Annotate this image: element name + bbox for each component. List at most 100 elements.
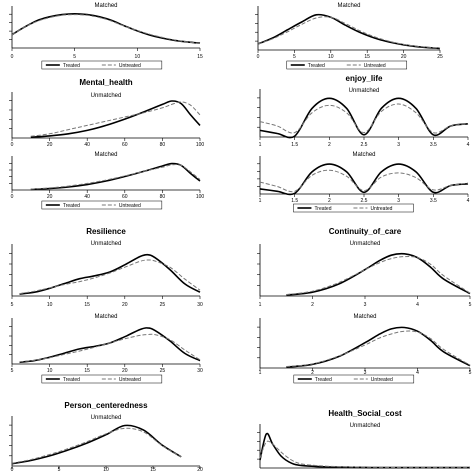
x-tick-label: 5 — [58, 467, 61, 473]
panel-subtitle: Matched — [94, 314, 117, 320]
series-line-untreated — [30, 101, 201, 137]
panel-mental-health-matched: Matched 0 20 40 60 80 100 Treated Untreated — [9, 152, 205, 210]
legend: Treated Untreated — [293, 374, 415, 384]
series-line-treated — [286, 326, 471, 368]
x-tick-label: 20 — [47, 194, 53, 200]
x-tick-label: 0 — [257, 54, 260, 60]
panel-title: Person_centeredness — [64, 401, 148, 410]
x-tick-label: 0 — [11, 194, 14, 200]
legend-label-untreated: Untreated — [364, 63, 386, 69]
series-line-untreated — [30, 164, 201, 190]
x-tick-label: 3 — [364, 302, 367, 308]
legend: Treated Untreated — [41, 374, 163, 384]
x-tick-label: 60 — [122, 194, 128, 200]
x-tick-label: 2 — [311, 370, 314, 376]
x-tick-label: 0 — [11, 142, 14, 148]
x-tick-label: 1 — [259, 302, 262, 308]
x-tick-label: 2 — [328, 142, 331, 148]
x-tick-label: 20 — [47, 142, 53, 148]
x-tick-label: 80 — [160, 142, 166, 148]
series-line-treated — [259, 163, 469, 196]
x-tick-label: 20 — [197, 467, 203, 473]
panel-continuity-of-care-matched: Matched 1 2 3 4 5 Treated Untreated — [257, 314, 472, 384]
x-tick-label: 5 — [293, 54, 296, 60]
x-tick-label: 5 — [11, 302, 14, 308]
x-tick-label: 5 — [469, 302, 472, 308]
panel-subtitle: Unmatched — [350, 423, 381, 429]
panel-subtitle: Matched — [94, 3, 117, 9]
x-tick-label: 4 — [416, 370, 419, 376]
x-tick-label: 20 — [122, 368, 128, 374]
series-line-untreated — [19, 333, 201, 363]
series-line-treated — [286, 252, 471, 296]
panel-title: Mental_health — [79, 78, 132, 87]
panel-subtitle: Unmatched — [91, 415, 122, 421]
panel-enjoy-life-matched: Matched 1 1.5 2 2.5 3 3.5 4 Treated Untreated — [257, 152, 470, 213]
x-tick-label: 3.5 — [430, 198, 437, 204]
panel-subtitle: Unmatched — [349, 88, 380, 94]
panel-resilience-unmatched: Resilience Unmatched 5 10 15 20 25 30 — [9, 227, 203, 308]
legend-label-treated: Treated — [314, 206, 331, 212]
panel-subtitle: Unmatched — [91, 93, 122, 99]
x-tick-label: 60 — [122, 142, 128, 148]
series-line-untreated — [11, 14, 201, 44]
x-tick-label: 1.5 — [291, 198, 298, 204]
panel-subtitle: Unmatched — [91, 241, 122, 247]
legend: Treated Untreated — [41, 60, 163, 70]
x-tick-label: 0 — [11, 54, 14, 60]
x-tick-label: 3 — [397, 198, 400, 204]
panel-mental-health-unmatched: Mental_health Unmatched 0 20 40 60 80 100 — [9, 78, 204, 148]
series-line-untreated — [19, 259, 201, 295]
panel-title: Continuity_of_care — [329, 227, 402, 236]
panel-health-social-cost-unmatched: Health_Social_cost Unmatched — [257, 409, 470, 469]
series-line-treated — [11, 424, 182, 465]
series-line-untreated — [259, 440, 470, 469]
series-line-treated — [30, 100, 201, 138]
x-tick-label: 4 — [467, 142, 470, 148]
x-tick-label: 2.5 — [361, 142, 368, 148]
x-tick-label: 15 — [84, 368, 90, 374]
x-tick-label: 40 — [84, 194, 90, 200]
x-tick-label: 5 — [469, 370, 472, 376]
x-tick-label: 15 — [150, 467, 156, 473]
legend: Treated Untreated — [41, 200, 163, 210]
series-line-untreated — [259, 169, 469, 193]
legend-label-untreated: Untreated — [119, 203, 141, 209]
x-tick-label: 20 — [122, 302, 128, 308]
x-tick-label: 2 — [328, 198, 331, 204]
x-tick-label: 3.5 — [430, 142, 437, 148]
x-tick-label: 15 — [84, 302, 90, 308]
legend-label-treated: Treated — [63, 63, 80, 69]
legend: Treated Untreated — [293, 203, 414, 213]
panel-top-left-matched: Matched 0 5 10 15 Treated Untreated — [9, 3, 203, 70]
x-tick-label: 1.5 — [291, 142, 298, 148]
legend-label-treated: Treated — [63, 203, 80, 209]
x-tick-label: 20 — [401, 54, 407, 60]
x-tick-label: 80 — [160, 194, 166, 200]
series-line-untreated — [257, 16, 441, 49]
x-tick-label: 40 — [84, 142, 90, 148]
x-tick-label: 10 — [47, 368, 53, 374]
series-line-treated — [259, 97, 469, 139]
panel-subtitle: Matched — [94, 152, 117, 158]
legend-label-untreated: Untreated — [371, 377, 393, 383]
panel-subtitle: Matched — [337, 3, 360, 9]
legend: Treated Untreated — [286, 60, 408, 70]
x-tick-label: 10 — [47, 302, 53, 308]
panel-subtitle: Matched — [353, 314, 376, 320]
x-tick-label: 1 — [259, 142, 262, 148]
x-tick-label: 15 — [364, 54, 370, 60]
panel-title: Health_Social_cost — [328, 409, 402, 418]
legend-label-untreated: Untreated — [370, 206, 392, 212]
series-line-treated — [11, 12, 201, 44]
x-tick-label: 5 — [73, 54, 76, 60]
x-tick-label: 100 — [196, 194, 205, 200]
legend-label-untreated: Untreated — [119, 377, 141, 383]
series-line-untreated — [259, 103, 469, 134]
panel-resilience-matched: Matched 5 10 15 20 25 30 Treated Untreated — [9, 314, 203, 384]
x-tick-label: 2.5 — [361, 198, 368, 204]
legend-label-treated: Treated — [315, 377, 332, 383]
x-tick-label: 1 — [259, 370, 262, 376]
